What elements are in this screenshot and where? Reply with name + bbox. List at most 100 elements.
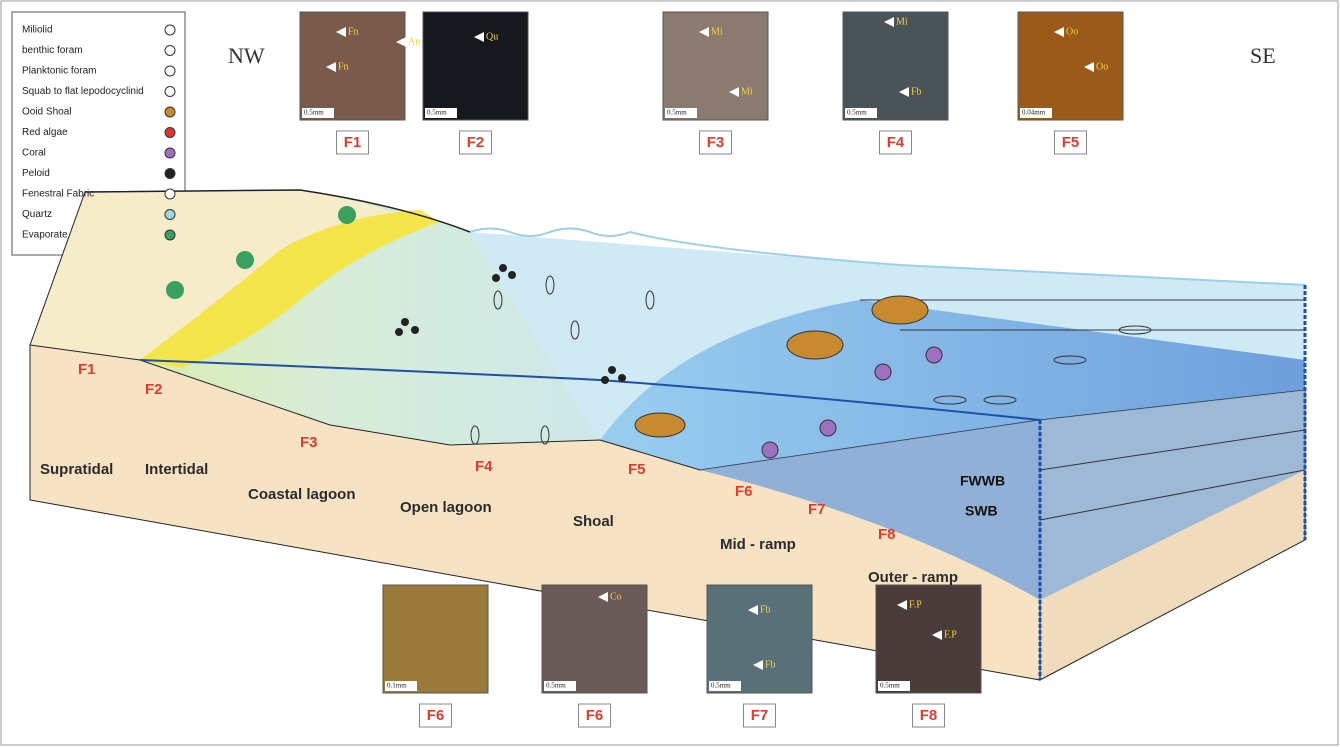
environment-label: Open lagoon — [400, 499, 492, 516]
photomicrograph — [382, 584, 489, 694]
ramp-surface — [600, 300, 1305, 470]
legend-label: Miliolid — [22, 25, 53, 36]
legend-icon — [164, 147, 176, 159]
legend-icon — [164, 229, 176, 241]
pointer — [598, 592, 608, 602]
facies-label: F1 — [78, 361, 96, 378]
pointer — [326, 62, 336, 72]
legend-label: Ooid Shoal — [22, 107, 71, 118]
environment-label: Shoal — [573, 513, 614, 530]
wavy-edge — [1038, 285, 1307, 680]
wave-base-label: FWWB — [960, 473, 1005, 489]
annotation: Co — [610, 591, 622, 602]
photomicrograph — [842, 11, 949, 121]
scale-box — [665, 108, 697, 118]
environment-label: Mid - ramp — [720, 536, 796, 553]
scale-box — [845, 108, 877, 118]
annotation: Fb — [760, 604, 771, 615]
environment-label: Coastal lagoon — [248, 486, 356, 503]
annotation: Mi — [741, 86, 753, 97]
photomicrograph — [422, 11, 529, 121]
scale-box — [302, 108, 334, 118]
photo-label-box — [699, 130, 732, 155]
photo-label-box — [879, 130, 912, 155]
legend-icon — [164, 106, 176, 118]
top-edge — [84, 189, 471, 233]
pointer — [748, 605, 758, 615]
photo-label: F4 — [887, 134, 905, 151]
legend-icon — [164, 168, 176, 179]
front-water — [700, 420, 1040, 600]
pointer — [729, 87, 739, 97]
photomicrograph — [1017, 11, 1124, 121]
photomicrograph — [541, 584, 648, 694]
legend-label: Evaporate — [22, 230, 68, 241]
pointer — [336, 27, 346, 37]
photo-label-box — [1054, 130, 1087, 155]
scale-box — [709, 681, 741, 691]
legend-icon — [164, 188, 176, 200]
depth-lines — [860, 299, 1306, 521]
pointer — [474, 32, 484, 42]
scale-box — [544, 681, 576, 691]
scale-box — [1020, 108, 1052, 118]
photo-label-box — [459, 130, 492, 155]
symbols — [166, 206, 1152, 459]
supratidal-surface — [30, 190, 400, 360]
legend-label: Peloid — [22, 168, 50, 179]
pointer — [396, 37, 406, 47]
pointer — [1084, 62, 1094, 72]
pointer — [1054, 27, 1064, 37]
photo-label-box — [336, 130, 369, 155]
photo-label-box — [578, 703, 611, 728]
scale-label: 0.5mm — [427, 109, 447, 117]
photomicrograph — [706, 584, 813, 694]
annotation: Oo — [1066, 26, 1078, 37]
annotation: Fb — [765, 659, 776, 670]
photo-label: F2 — [467, 134, 485, 151]
legend-label: Red algae — [22, 127, 68, 138]
facies-label: F5 — [628, 461, 646, 478]
facies-label: F8 — [878, 526, 896, 543]
environment-label: Outer - ramp — [868, 569, 958, 586]
scale-box — [385, 681, 417, 691]
environment-label: Supratidal — [40, 461, 113, 478]
pointer — [884, 17, 894, 27]
annotation: An — [408, 36, 420, 47]
photo-label-box — [419, 703, 452, 728]
photomicrograph — [299, 11, 406, 121]
scale-box — [425, 108, 457, 118]
wave-line — [469, 227, 1306, 286]
pointer — [932, 630, 942, 640]
legend-label: benthic foram — [22, 45, 83, 56]
annotation: Mi — [896, 16, 908, 27]
legend-icon — [164, 86, 176, 97]
annotation: Fn — [338, 61, 349, 72]
legend-icon — [164, 127, 176, 138]
photo-label: F5 — [1062, 134, 1080, 151]
legend-label: Quartz — [22, 209, 52, 220]
annotation: F.P — [909, 599, 922, 610]
annotation: Qu — [486, 31, 498, 42]
photo-label: F8 — [920, 707, 938, 724]
scale-label: 0.5mm — [304, 109, 324, 117]
photo-label: F6 — [427, 707, 445, 724]
intertidal-surface — [140, 210, 440, 368]
annotation: Fn — [348, 26, 359, 37]
annotation: Oo — [1096, 61, 1108, 72]
facies-label: F2 — [145, 381, 163, 398]
photo-label: F1 — [344, 134, 362, 151]
legend-icon — [164, 209, 176, 220]
photomicrograph — [662, 11, 769, 121]
photomicrograph — [875, 584, 982, 694]
facies-label: F6 — [735, 483, 753, 500]
pointer — [899, 87, 909, 97]
scale-label: 0.5mm — [847, 109, 867, 117]
photo-label: F7 — [751, 707, 769, 724]
facies-label: F4 — [475, 458, 493, 475]
environment-label: Intertidal — [145, 461, 208, 478]
scale-label: 0.5mm — [711, 682, 731, 690]
scale-label: 0.1mm — [387, 682, 407, 690]
